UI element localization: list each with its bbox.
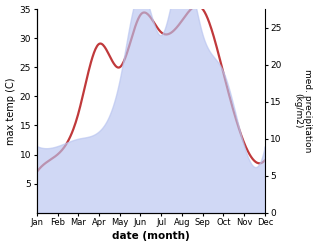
Y-axis label: max temp (C): max temp (C) [5, 77, 16, 145]
Y-axis label: med. precipitation
(kg/m2): med. precipitation (kg/m2) [293, 69, 313, 153]
X-axis label: date (month): date (month) [112, 231, 190, 242]
